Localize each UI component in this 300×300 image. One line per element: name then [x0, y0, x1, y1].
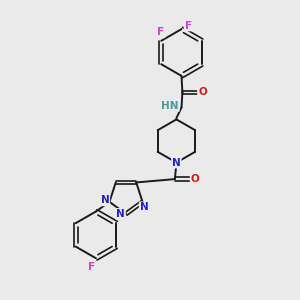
Text: O: O	[190, 174, 200, 184]
Text: F: F	[184, 20, 192, 31]
Text: F: F	[158, 27, 164, 38]
Text: O: O	[198, 87, 207, 98]
Text: HN: HN	[161, 101, 179, 111]
Text: N: N	[140, 202, 148, 212]
Text: N: N	[172, 158, 181, 168]
Text: N: N	[116, 209, 125, 219]
Text: N: N	[100, 195, 109, 206]
Text: F: F	[88, 262, 95, 272]
